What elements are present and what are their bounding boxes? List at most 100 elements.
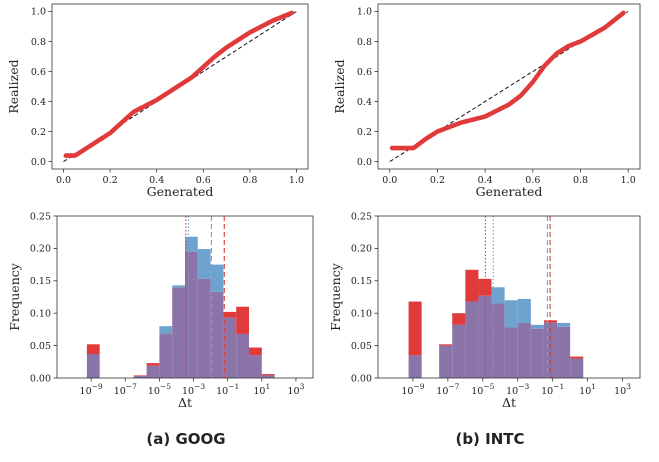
y-tick-label: 1.0 [31,7,46,18]
blue-bar [210,264,224,292]
x-axis-label: Δt [178,395,192,410]
overlap-bar [133,376,147,378]
x-tick-label: 0.4 [149,175,164,186]
red-bar [236,306,249,334]
x-tick-label: 10−7 [114,382,137,397]
red-bar [223,311,237,318]
y-tick-label: 0.15 [351,276,372,287]
intc-qq: 0.0 0.2 0.4 0.6 0.8 1.0 0.0 0.2 0.4 0.6 0.8 1.0 Gene… [332,3,641,199]
x-tick-label: 0.8 [242,175,257,186]
y-tick-label: 0.05 [30,341,51,352]
y-tick-label: 1.0 [357,7,372,18]
overlap-bar [557,326,571,378]
x-axis-label: Δt [502,395,516,410]
overlap-bar [478,295,492,378]
y-tick-label: 0.20 [30,244,51,255]
y-tick-label: 0.8 [357,37,372,48]
red-bar [452,313,466,325]
x-tick-label: 10−5 [471,382,494,397]
y-tick-label: 0.25 [30,211,51,222]
overlap-bar [517,322,531,378]
overlap-bar [249,355,262,378]
y-tick-label: 0.0 [31,157,46,168]
x-tick-label: 1.0 [621,175,636,186]
red-bar [133,375,147,377]
caption-goog: (a) GOOG [146,430,226,448]
y-axis-label: Realized [6,59,21,113]
blue-bar [197,249,211,279]
blue-bar [172,285,185,288]
x-tick-label: 0.0 [382,175,397,186]
x-tick-label: 10−1 [216,382,239,397]
x-tick-label: 0.2 [430,175,445,186]
overlap-bar [172,287,185,378]
blue-bar [517,298,531,323]
overlap-bar [439,345,453,378]
y-tick-label: 0.15 [30,276,51,287]
y-tick-label: 0.10 [351,309,372,320]
caption-intc: (b) INTC [455,430,525,448]
x-tick-label: 10−9 [401,382,424,397]
x-tick-label: 10−1 [541,382,564,397]
x-tick-label: 0.6 [196,175,211,186]
overlap-bar [86,354,100,378]
overlap-bar [504,327,518,378]
x-tick-label: 103 [287,382,304,397]
overlap-bar [408,355,422,378]
x-tick-label: 0.4 [478,175,493,186]
overlap-bar [185,251,198,378]
overlap-bar [210,291,224,378]
y-tick-label: 0.20 [351,244,372,255]
overlap-bar [159,333,173,378]
overlap-bar [465,301,479,378]
overlap-bar [197,278,211,378]
quantile-point [289,10,295,16]
overlap-bar [223,317,237,378]
red-bar [570,356,584,359]
goog-hist: 10−9 10−7 10−5 10−3 10−1 101 1030.000.050.100.… [7,211,314,410]
intc-hist-frame [377,215,641,379]
red-bar [439,344,453,346]
y-tick-label: 0.10 [30,309,51,320]
y-tick-label: 0.8 [31,37,46,48]
y-tick-label: 0.4 [31,97,46,108]
goog-hist-frame [56,215,314,379]
overlap-bar [452,324,466,378]
y-tick-label: 0.00 [30,373,51,384]
quantile-point [621,10,626,16]
red-bar [465,269,479,302]
intc-hist: 10−9 10−7 10−5 10−3 10−1 101 1030.000.050.100.… [328,211,641,410]
y-tick-label: 0.4 [357,97,372,108]
y-tick-label: 0.00 [351,373,372,384]
x-tick-label: 10−9 [80,382,103,397]
blue-bar [504,300,518,328]
x-tick-label: 0.2 [103,175,118,186]
blue-bar [491,287,505,304]
x-tick-label: 10−5 [148,382,171,397]
red-bar [249,347,262,356]
y-tick-label: 0.2 [357,127,372,138]
overlap-bar [146,365,160,378]
overlap-bar [491,303,505,378]
y-tick-label: 0.25 [351,211,372,222]
y-tick-label: 0.05 [351,341,372,352]
blue-bar [185,236,198,252]
x-tick-label: 103 [614,382,631,397]
goog-qq: 0.0 0.2 0.4 0.6 0.8 1.0 0.0 0.2 0.4 0.6 0.8 1.0 Gene… [6,3,309,199]
x-tick-label: 0.6 [525,175,540,186]
x-tick-label: 1.0 [289,175,304,186]
x-tick-label: 101 [253,382,270,397]
goog-qq-frame [51,3,309,170]
blue-bar [530,324,544,329]
x-axis-label: Generated [147,184,214,199]
overlap-bar [530,328,544,378]
x-tick-label: 101 [579,382,596,397]
y-axis-label: Frequency [328,262,343,331]
x-axis-label: Generated [476,184,543,199]
overlap-bar [236,333,249,378]
y-axis-label: Frequency [7,262,22,331]
y-tick-label: 0.6 [357,67,372,78]
red-bar [86,344,100,355]
x-tick-label: 0.8 [573,175,588,186]
